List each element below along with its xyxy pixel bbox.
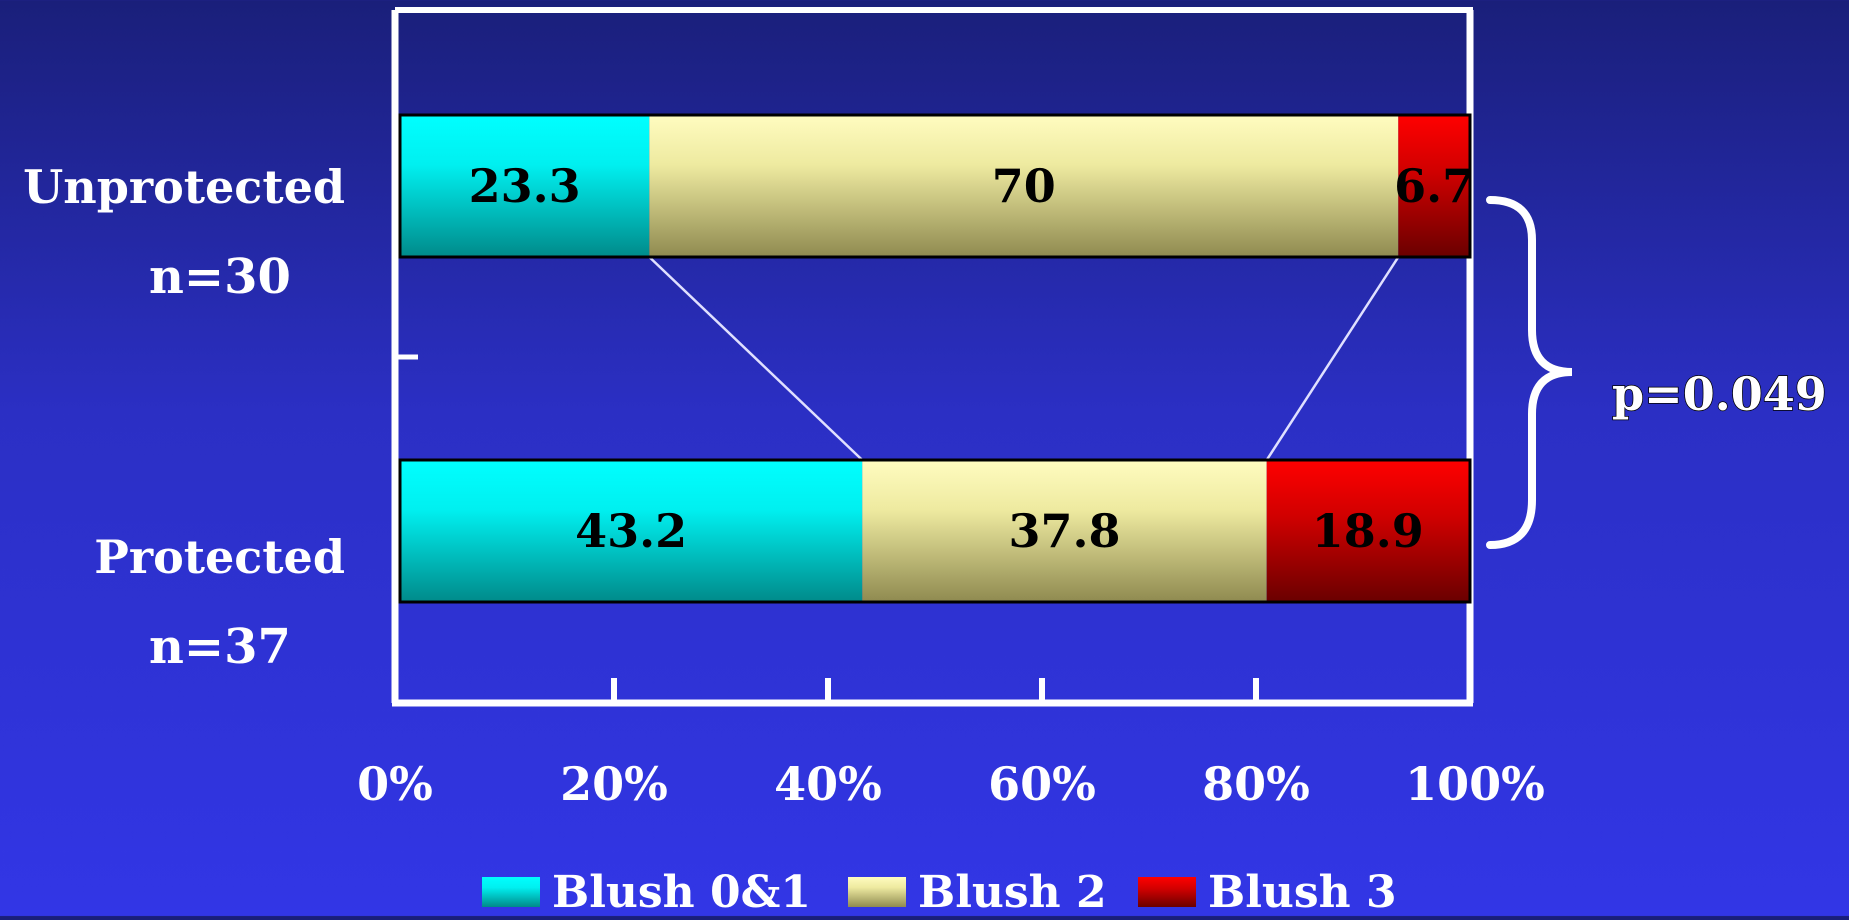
category-label: Protected [94,530,345,584]
bar-segment [400,115,650,257]
data-label: 6.7 [1394,159,1474,213]
legend-swatch [848,877,906,907]
legend-label: Blush 2 [918,867,1107,916]
data-label: 18.9 [1312,504,1424,558]
x-tick-labels: 0% 20% 40% 60% 80% 100% [357,757,1545,811]
data-label: 70 [992,159,1056,213]
connector-line [648,256,864,461]
x-tick-label: 80% [1202,757,1310,811]
x-tick-label: 0% [357,757,433,811]
x-tick-label: 20% [560,757,668,811]
bar-segment [1266,460,1469,602]
data-label: 37.8 [1008,504,1120,558]
connector-line [1265,256,1400,461]
connector-lines [648,256,1400,461]
bar-outline [398,113,1472,259]
data-label: 23.3 [469,159,581,213]
significance-brace [1486,196,1573,549]
legend-swatch [1138,877,1196,907]
legend-swatch [482,877,540,907]
category-sublabel: n=30 [149,249,291,305]
bar-segment [400,460,863,602]
bar-segment [649,115,1399,257]
category-labels: Unprotected n=30 Protected n=37 [23,160,345,675]
bar-outline [398,458,1472,604]
x-tick-label: 40% [774,757,882,811]
bar-segment [862,460,1267,602]
p-value-annotation: p=0.049 [1612,367,1827,421]
x-tick-label: 100% [1405,757,1545,811]
x-tick-label: 60% [988,757,1096,811]
legend: Blush 0&1 Blush 2 Blush 3 [482,867,1397,918]
category-sublabel: n=37 [149,619,291,675]
bar-segment [1398,115,1470,257]
data-label: 43.2 [575,504,687,558]
legend-label: Blush 0&1 [552,867,811,916]
legend-label: Blush 3 [1208,867,1397,916]
category-label: Unprotected [23,160,345,214]
bars: 23.3 70 6.7 43.2 37.8 18.9 [398,113,1474,604]
